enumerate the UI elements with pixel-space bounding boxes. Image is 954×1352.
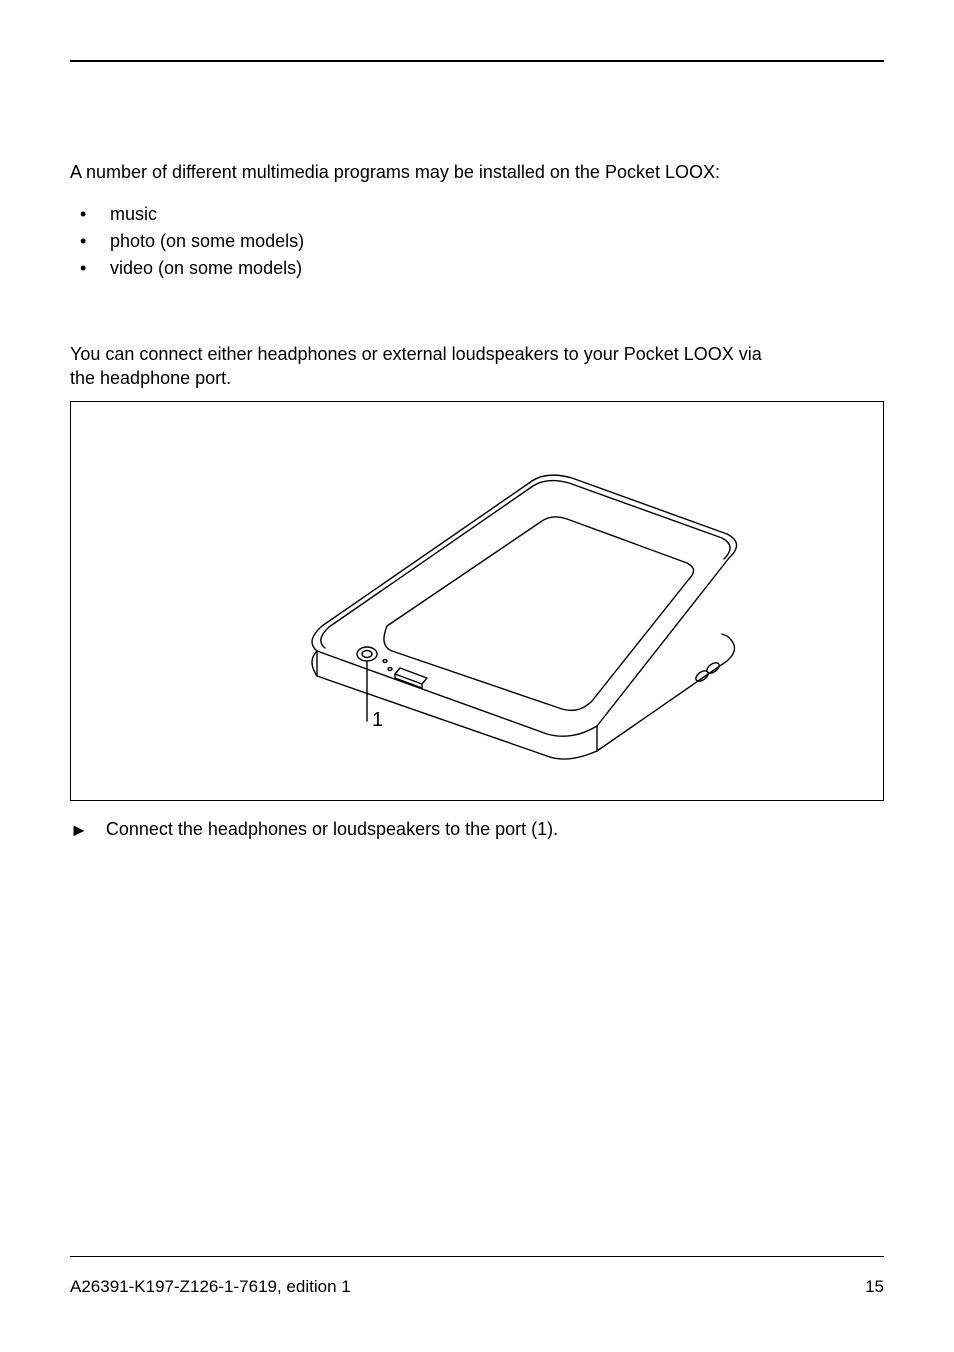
subheading-paragraph: You can connect either headphones or ext… <box>70 342 770 391</box>
bullet-item-photo: photo (on some models) <box>70 228 884 255</box>
top-horizontal-rule <box>70 60 884 62</box>
page-root: A number of different multimedia program… <box>0 0 954 1352</box>
page-footer: A26391-K197-Z126-1-7619, edition 1 15 <box>70 1256 884 1297</box>
figure-callout-label: 1 <box>372 709 383 731</box>
footer-line: A26391-K197-Z126-1-7619, edition 1 15 <box>70 1277 884 1297</box>
intro-paragraph: A number of different multimedia program… <box>70 162 884 183</box>
bullet-item-music: music <box>70 201 884 228</box>
figure-container: 1 <box>70 401 884 801</box>
instruction-text: Connect the headphones or loudspeakers t… <box>106 819 558 840</box>
footer-doc-id: A26391-K197-Z126-1-7619, edition 1 <box>70 1277 351 1297</box>
device-illustration: 1 <box>197 426 757 776</box>
footer-horizontal-rule <box>70 1256 884 1257</box>
instruction-arrow-icon: ► <box>70 819 88 842</box>
bullet-item-video: video (on some models) <box>70 255 884 282</box>
instruction-row: ► Connect the headphones or loudspeakers… <box>70 819 884 842</box>
footer-page-number: 15 <box>865 1277 884 1297</box>
bullet-list: music photo (on some models) video (on s… <box>70 201 884 282</box>
